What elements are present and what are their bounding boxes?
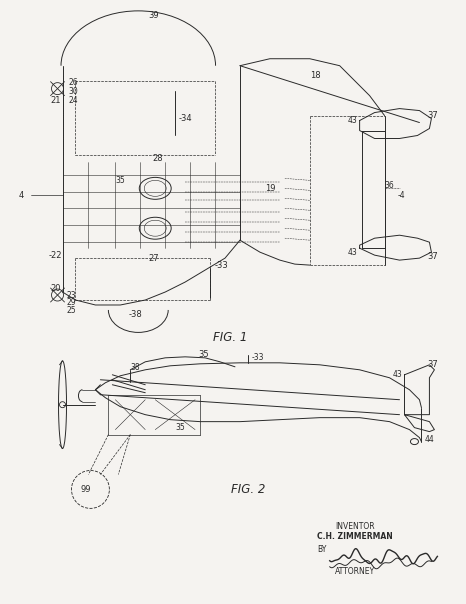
Text: INVENTOR: INVENTOR xyxy=(335,522,375,531)
Text: 35: 35 xyxy=(175,423,185,432)
Text: 27: 27 xyxy=(148,254,159,263)
Text: C.H. ZIMMERMAN: C.H. ZIMMERMAN xyxy=(317,532,392,541)
Text: 38: 38 xyxy=(130,363,140,372)
Text: 35: 35 xyxy=(116,176,125,185)
Text: -22: -22 xyxy=(48,251,62,260)
Text: 35: 35 xyxy=(198,350,209,359)
Text: -33: -33 xyxy=(215,260,229,269)
Text: 43: 43 xyxy=(392,370,402,379)
Text: 37: 37 xyxy=(427,252,438,261)
Text: ATTORNEY: ATTORNEY xyxy=(335,567,375,576)
Text: -38: -38 xyxy=(128,310,142,320)
Text: FIG. 1: FIG. 1 xyxy=(213,332,247,344)
Text: 36: 36 xyxy=(384,181,394,190)
Text: 37: 37 xyxy=(427,111,438,120)
Text: 23: 23 xyxy=(67,291,76,300)
Text: 43: 43 xyxy=(348,248,357,257)
Text: 37: 37 xyxy=(427,361,438,369)
Text: 18: 18 xyxy=(310,71,321,80)
Text: 25: 25 xyxy=(67,306,76,315)
Text: -4: -4 xyxy=(397,191,405,200)
Text: 43: 43 xyxy=(348,116,357,125)
Text: 20: 20 xyxy=(50,283,61,292)
Text: 99: 99 xyxy=(81,485,91,494)
Text: 30: 30 xyxy=(69,87,78,96)
Text: 29: 29 xyxy=(67,298,76,307)
Text: -34: -34 xyxy=(178,114,192,123)
Text: 21: 21 xyxy=(50,96,61,105)
Text: 39: 39 xyxy=(148,11,159,21)
Text: FIG. 2: FIG. 2 xyxy=(231,483,265,496)
Text: 4: 4 xyxy=(19,191,24,200)
Text: 19: 19 xyxy=(265,184,275,193)
Text: 44: 44 xyxy=(425,435,434,444)
Text: 28: 28 xyxy=(152,154,163,163)
Text: 24: 24 xyxy=(69,96,78,105)
Text: BY: BY xyxy=(318,545,327,554)
Text: -33: -33 xyxy=(252,353,264,362)
Text: 26: 26 xyxy=(69,78,78,87)
